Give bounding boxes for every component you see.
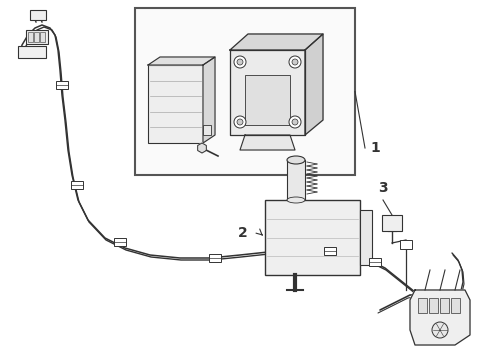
Text: 3: 3 xyxy=(378,181,388,195)
Text: 1: 1 xyxy=(370,141,380,155)
Circle shape xyxy=(237,119,243,125)
Bar xyxy=(369,258,381,266)
Bar xyxy=(440,298,449,313)
Circle shape xyxy=(237,59,243,65)
Polygon shape xyxy=(148,57,215,65)
Circle shape xyxy=(234,116,246,128)
Bar xyxy=(34,32,39,42)
Circle shape xyxy=(292,59,298,65)
Text: 2: 2 xyxy=(238,226,248,240)
Circle shape xyxy=(432,322,448,338)
Bar xyxy=(400,240,412,249)
Bar xyxy=(114,238,126,246)
Polygon shape xyxy=(305,34,323,135)
Circle shape xyxy=(289,56,301,68)
Bar xyxy=(26,30,48,44)
Polygon shape xyxy=(197,143,206,153)
Bar xyxy=(28,32,33,42)
Bar xyxy=(18,46,46,58)
Polygon shape xyxy=(410,290,470,345)
Bar xyxy=(451,298,460,313)
Bar xyxy=(287,160,305,200)
Circle shape xyxy=(289,116,301,128)
Bar xyxy=(148,65,203,143)
Bar xyxy=(30,10,46,20)
Bar xyxy=(209,254,221,262)
Bar xyxy=(324,247,336,255)
Bar xyxy=(203,125,211,135)
Bar xyxy=(40,32,45,42)
Polygon shape xyxy=(230,50,305,135)
Bar xyxy=(418,298,427,313)
Ellipse shape xyxy=(287,156,305,164)
Bar xyxy=(135,8,355,175)
Bar xyxy=(429,298,438,313)
Bar xyxy=(245,75,290,125)
Bar xyxy=(382,215,402,231)
Polygon shape xyxy=(240,135,295,150)
Circle shape xyxy=(292,119,298,125)
Polygon shape xyxy=(230,34,323,50)
Circle shape xyxy=(234,56,246,68)
Polygon shape xyxy=(203,57,215,143)
Ellipse shape xyxy=(287,197,305,203)
Bar xyxy=(56,81,68,89)
Bar xyxy=(360,210,372,265)
Bar xyxy=(71,181,83,189)
Bar xyxy=(265,200,360,275)
